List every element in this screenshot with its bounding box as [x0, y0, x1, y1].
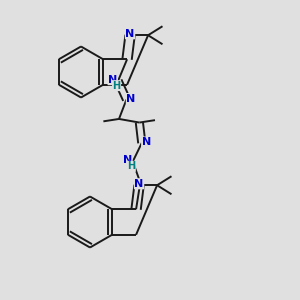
Text: N: N	[125, 29, 135, 39]
Text: N: N	[108, 75, 117, 85]
Text: N: N	[126, 94, 136, 103]
Text: H: H	[112, 81, 121, 91]
Text: N: N	[123, 155, 132, 165]
Text: N: N	[134, 179, 144, 189]
Text: H: H	[127, 161, 135, 171]
Text: N: N	[142, 137, 151, 147]
